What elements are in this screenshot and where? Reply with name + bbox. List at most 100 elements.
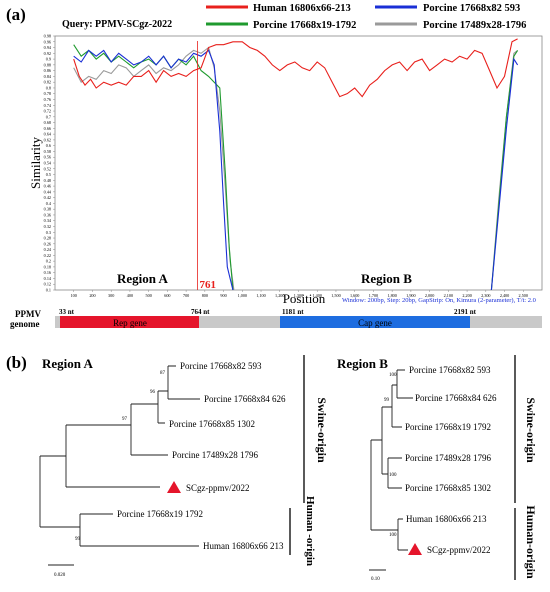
x-tick-label: 1,400 — [313, 293, 322, 299]
y-tick-label: 0.24 — [44, 247, 52, 252]
leaf-label: Porcine 17668x82 593 — [180, 361, 262, 371]
x-tick-label: 300 — [108, 293, 114, 298]
y-tick-label: 0.88 — [44, 62, 51, 67]
y-tick-label: 0.66 — [44, 126, 51, 131]
genome-title-line2: genome — [10, 319, 40, 329]
branch — [130, 403, 168, 456]
legend: Human 16806x66-213 Porcine 17668x82 593 … — [206, 3, 526, 31]
y-tick-label: 0.86 — [44, 68, 51, 73]
leaf-label: Porcine 17668x19 1792 — [405, 422, 491, 432]
y-tick-label: 0.98 — [44, 34, 51, 39]
panel-b-label: (b) — [6, 353, 27, 372]
x-tick-label: 2,100 — [444, 293, 453, 299]
series-line-porcine-17668x82-593 — [490, 57, 519, 291]
human-origin-label: Human-origin — [524, 505, 538, 579]
leaf-label: Porcine 17668x19 1792 — [117, 509, 203, 519]
x-tick-label: 1,300 — [294, 293, 303, 299]
branch — [39, 455, 80, 528]
branch — [158, 365, 200, 400]
leaf-label: Porcine 17489x28 1796 — [405, 453, 491, 463]
bootstrap: 99 — [75, 537, 81, 542]
y-tick-label: 0.18 — [44, 264, 51, 269]
bootstrap: 100 — [389, 533, 397, 538]
y-tick-label: 0.78 — [44, 91, 51, 96]
x-tick-label: 1,900 — [406, 293, 415, 299]
y-tick-label: 0.32 — [44, 224, 51, 229]
y-tick-label: 0.9 — [46, 57, 51, 62]
leaf-label: Porcine 17668x84 626 — [204, 394, 286, 404]
branch — [397, 518, 408, 551]
branch — [65, 424, 160, 488]
x-tick-label: 400 — [127, 293, 133, 298]
series-layer — [73, 38, 519, 291]
x-tick-label: 1,200 — [275, 293, 284, 299]
y-tick-label: 0.82 — [44, 80, 51, 85]
y-tick-label: 0.58 — [44, 149, 51, 154]
y-tick-label: 0.4 — [46, 201, 52, 206]
query-marker-triangle — [408, 543, 422, 555]
query-marker-triangle — [167, 481, 181, 493]
x-tick-label: 2,200 — [462, 293, 471, 299]
rep-end-label: 764 nt — [191, 308, 210, 316]
bootstrap: 97 — [122, 417, 128, 422]
branch — [157, 391, 165, 424]
x-tick-label: 600 — [164, 293, 170, 298]
tree-region-b: Region B 100 99 100 100 Porcine 17668x82… — [337, 355, 538, 582]
y-tick-label: 0.3 — [46, 230, 51, 235]
rep-gene-label: Rep gene — [113, 318, 147, 328]
x-tick-label: 1,600 — [350, 293, 359, 299]
y-tick-label: 0.48 — [44, 178, 51, 183]
y-tick-label: 0.62 — [44, 137, 51, 142]
leaf-label: Human 16806x66 213 — [203, 541, 284, 551]
x-tick-label: 1,100 — [256, 293, 265, 299]
x-tick-label: 100 — [71, 293, 77, 298]
y-tick-label: 0.7 — [46, 114, 51, 119]
leaf-label: Porcine 17668x85 1302 — [405, 483, 491, 493]
leaf-label: Porcine 17668x85 1302 — [169, 419, 255, 429]
genome-title-line1: PPMV — [15, 309, 41, 319]
y-tick-label: 0.96 — [44, 39, 51, 44]
branch — [391, 385, 402, 428]
x-tick-label: 1,000 — [238, 293, 247, 299]
y-tick-label: 0.74 — [44, 103, 52, 108]
y-tick-label: 0.76 — [44, 97, 51, 102]
branch — [381, 406, 392, 475]
x-tick-label: 1,700 — [369, 293, 378, 299]
tree-a-title: Region A — [42, 356, 94, 371]
y-tick-label: 0.2 — [46, 259, 51, 264]
y-tick-label: 0.14 — [44, 276, 52, 281]
y-tick-label: 0.1 — [46, 288, 51, 293]
bootstrap: 100 — [389, 373, 397, 378]
leaf-label: Porcine 17668x84 626 — [415, 393, 497, 403]
cap-start-label: 1181 nt — [282, 308, 304, 316]
leaf-label-query: SCgz-ppmv/2022 — [186, 483, 250, 493]
human-origin-label: Human -origin — [304, 496, 316, 566]
x-axis-ticks: 100 200 300 400 500 600 700 800 900 1,000 1,100 1,2… — [71, 290, 528, 299]
x-tick-label: 2,000 — [425, 293, 434, 299]
y-tick-label: 0.36 — [44, 212, 51, 217]
y-tick-label: 0.94 — [44, 45, 52, 50]
bootstrap: 96 — [150, 390, 156, 395]
leaf-label: Human 16806x66 213 — [406, 514, 487, 524]
x-tick-label: 1,500 — [331, 293, 340, 299]
x-tick-label: 900 — [220, 293, 226, 298]
y-tick-label: 0.6 — [46, 143, 51, 148]
cap-gene-label: Cap gene — [358, 318, 392, 328]
y-tick-label: 0.28 — [44, 236, 51, 241]
swine-origin-label: Swine-origin — [315, 397, 329, 463]
legend-label-porcine-19: Porcine 17668x19-1792 — [253, 20, 356, 31]
legend-label-human: Human 16806x66-213 — [253, 3, 351, 14]
x-tick-label: 2,500 — [519, 293, 528, 299]
legend-label-porcine-82: Porcine 17668x82 593 — [423, 3, 520, 14]
leaf-label: Porcine 17668x82 593 — [409, 365, 491, 375]
y-tick-label: 0.44 — [44, 189, 52, 194]
leaf-label-query: SCgz-ppmv/2022 — [427, 545, 491, 555]
bootstrap: 99 — [384, 398, 390, 403]
region-b-label: Region B — [361, 271, 412, 286]
y-tick-label: 0.68 — [44, 120, 51, 125]
y-tick-label: 0.16 — [44, 270, 51, 275]
x-tick-label: 2,400 — [500, 293, 509, 299]
x-axis-title: Position — [283, 291, 326, 306]
region-a-label: Region A — [117, 271, 169, 286]
rep-start-label: 33 nt — [59, 308, 75, 316]
